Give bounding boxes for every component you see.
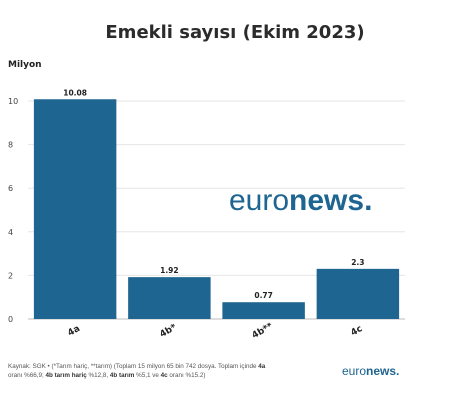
y-tick-label: 4: [8, 228, 13, 237]
bar: [33, 99, 117, 319]
y-tick-label: 6: [8, 184, 13, 193]
y-tick-label: 8: [8, 141, 13, 150]
bar-value-label: 10.08: [63, 88, 87, 97]
bar-value-label: 1.92: [160, 266, 179, 275]
source-footnote: Kaynak: SGK • (*Tarım hariç, **tarım) (T…: [8, 363, 266, 379]
bar: [128, 277, 211, 319]
x-category-label: 4a: [66, 324, 82, 339]
x-category-label: 4b**: [251, 321, 275, 341]
bar-value-label: 0.77: [254, 291, 273, 300]
bar: [316, 268, 400, 319]
y-tick-label: 10: [8, 97, 18, 106]
chart-title: Emekli sayısı (Ekim 2023): [105, 22, 365, 43]
y-tick-label: 2: [8, 271, 13, 280]
euronews-watermark-logo: euronews.: [229, 184, 373, 217]
y-tick-label: 0: [8, 315, 13, 324]
euronews-footer-logo: euronews.: [342, 364, 400, 378]
y-axis-unit-label: Milyon: [8, 60, 42, 70]
bar-chart: 0 2 4 6 8 10 10.08 4a 1.92 4b* 0.77 4b** 2.3 4c: [8, 88, 405, 341]
bar-value-label: 2.3: [351, 258, 364, 267]
x-category-label: 4b*: [158, 322, 178, 340]
bar: [222, 302, 305, 319]
x-category-label: 4c: [349, 324, 364, 338]
